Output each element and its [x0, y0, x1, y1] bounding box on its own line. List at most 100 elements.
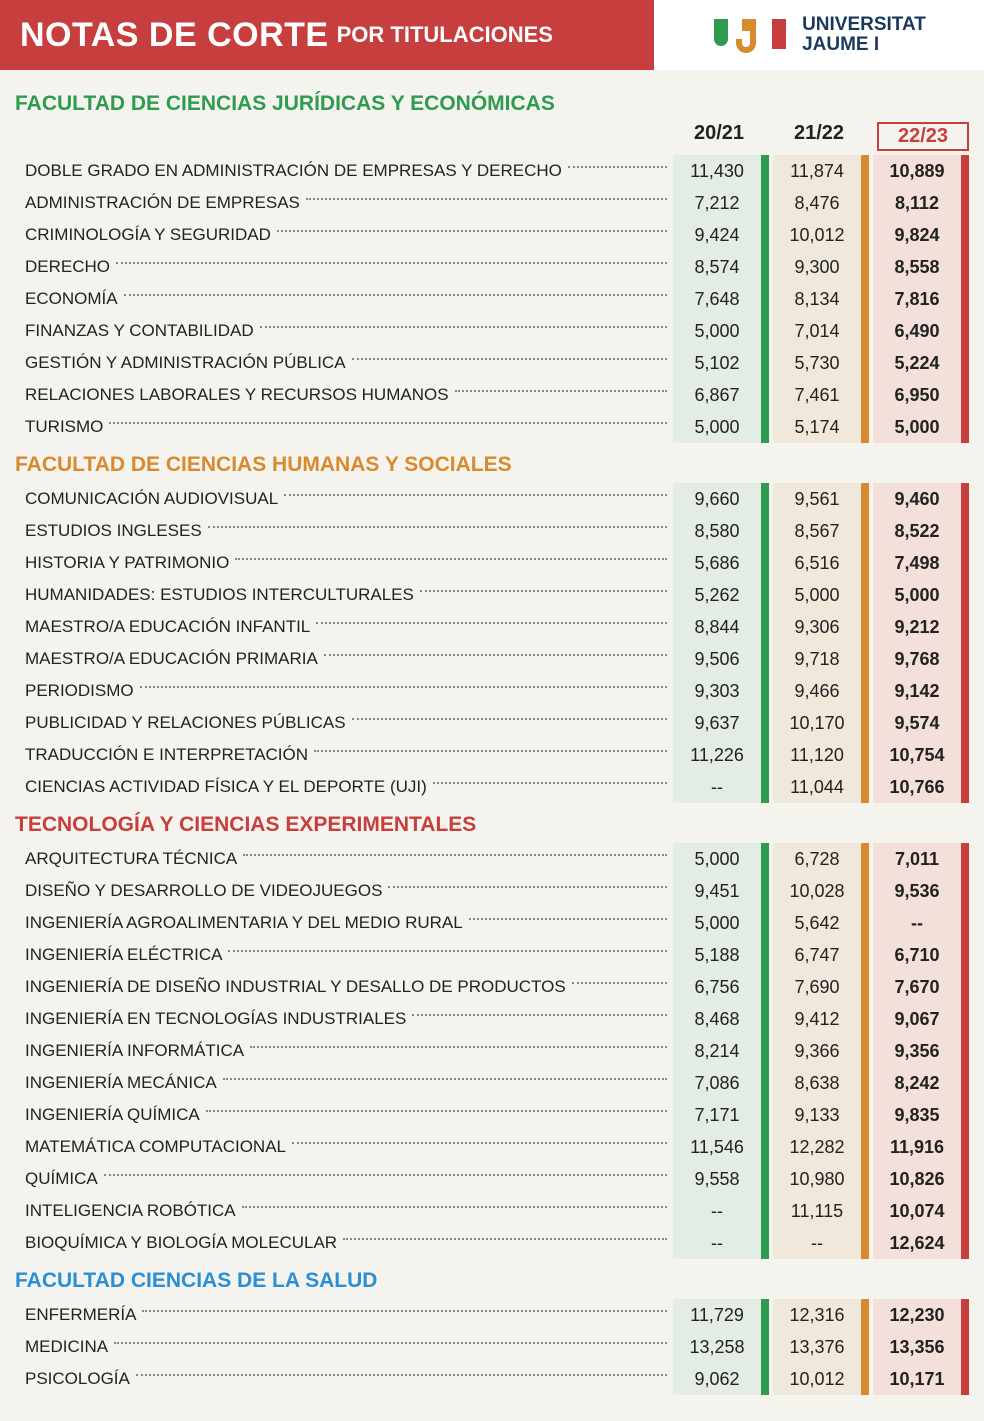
degree-label: DISEÑO Y DESARROLLO DE VIDEOJUEGOS — [25, 881, 382, 901]
column-stripe — [961, 1363, 969, 1395]
value-block: 5,000 — [873, 411, 969, 443]
degree-label-wrap: DOBLE GRADO EN ADMINISTRACIÓN DE EMPRESA… — [15, 155, 673, 187]
leader-dots — [306, 198, 667, 200]
value-block: 6,747 — [773, 939, 873, 971]
value-cell: 7,086 — [673, 1067, 761, 1099]
column-stripe — [761, 875, 769, 907]
leader-dots — [250, 1046, 667, 1048]
value-cell: 8,476 — [773, 187, 861, 219]
value-block: 9,412 — [773, 1003, 873, 1035]
value-block: 10,012 — [773, 1363, 873, 1395]
column-stripe — [761, 643, 769, 675]
value-block: 10,754 — [873, 739, 969, 771]
value-cell: 6,490 — [873, 315, 961, 347]
leader-dots — [104, 1174, 667, 1176]
value-cell: 11,044 — [773, 771, 861, 803]
column-stripe — [961, 1067, 969, 1099]
column-stripe — [861, 875, 869, 907]
leader-dots — [568, 166, 667, 168]
value-block: 5,686 — [673, 547, 773, 579]
column-stripe — [961, 611, 969, 643]
degree-label: DERECHO — [25, 257, 110, 277]
leader-dots — [314, 750, 667, 752]
column-stripe — [861, 1003, 869, 1035]
degree-label: ADMINISTRACIÓN DE EMPRESAS — [25, 193, 300, 213]
column-stripe — [761, 155, 769, 187]
value-block: 5,000 — [673, 315, 773, 347]
column-stripe — [861, 707, 869, 739]
column-stripe — [961, 1003, 969, 1035]
column-stripe — [961, 579, 969, 611]
value-cell: 7,212 — [673, 187, 761, 219]
value-block: 9,356 — [873, 1035, 969, 1067]
degree-label: CIENCIAS ACTIVIDAD FÍSICA Y EL DEPORTE (… — [25, 777, 427, 797]
degree-label: TRADUCCIÓN E INTERPRETACIÓN — [25, 745, 308, 765]
degree-row: GESTIÓN Y ADMINISTRACIÓN PÚBLICA5,1025,7… — [15, 347, 969, 379]
value-block: 7,498 — [873, 547, 969, 579]
value-block: 8,476 — [773, 187, 873, 219]
value-cell: 7,011 — [873, 843, 961, 875]
value-cell: 8,522 — [873, 515, 961, 547]
value-block: 7,648 — [673, 283, 773, 315]
column-stripe — [961, 1331, 969, 1363]
leader-dots — [136, 1374, 667, 1376]
column-stripe — [861, 315, 869, 347]
column-stripe — [761, 347, 769, 379]
leader-dots — [433, 782, 667, 784]
column-stripe — [861, 843, 869, 875]
degree-row: INGENIERÍA MECÁNICA7,0868,6388,242 — [15, 1067, 969, 1099]
value-block: 10,171 — [873, 1363, 969, 1395]
value-cell: 10,171 — [873, 1363, 961, 1395]
degree-label: INGENIERÍA EN TECNOLOGÍAS INDUSTRIALES — [25, 1009, 406, 1029]
leader-dots — [114, 1342, 667, 1344]
value-block: 9,460 — [873, 483, 969, 515]
column-stripe — [761, 579, 769, 611]
degree-row: DOBLE GRADO EN ADMINISTRACIÓN DE EMPRESA… — [15, 155, 969, 187]
value-block: 5,224 — [873, 347, 969, 379]
value-cell: 5,686 — [673, 547, 761, 579]
column-stripe — [961, 707, 969, 739]
value-block: 5,642 — [773, 907, 873, 939]
degree-row: PSICOLOGÍA9,06210,01210,171 — [15, 1363, 969, 1395]
value-block: 9,835 — [873, 1099, 969, 1131]
degree-row: ENFERMERÍA11,72912,31612,230 — [15, 1299, 969, 1331]
column-stripe — [961, 483, 969, 515]
section-title: FACULTAD DE CIENCIAS JURÍDICAS Y ECONÓMI… — [15, 88, 969, 122]
value-block: 9,768 — [873, 643, 969, 675]
university-name: UNIVERSITAT JAUME I — [802, 15, 926, 55]
degree-label-wrap: INGENIERÍA EN TECNOLOGÍAS INDUSTRIALES — [15, 1003, 673, 1035]
degree-label-wrap: PUBLICIDAD Y RELACIONES PÚBLICAS — [15, 707, 673, 739]
leader-dots — [292, 1142, 667, 1144]
value-block: 10,012 — [773, 219, 873, 251]
value-cell: 10,012 — [773, 219, 861, 251]
column-stripe — [761, 1067, 769, 1099]
column-stripe — [761, 843, 769, 875]
column-stripe — [761, 1363, 769, 1395]
value-cell: 6,728 — [773, 843, 861, 875]
degree-label-wrap: HUMANIDADES: ESTUDIOS INTERCULTURALES — [15, 579, 673, 611]
value-cell: 9,561 — [773, 483, 861, 515]
column-stripe — [961, 1195, 969, 1227]
value-block: 5,188 — [673, 939, 773, 971]
leader-dots — [260, 326, 667, 328]
column-stripe — [761, 771, 769, 803]
degree-label: ARQUITECTURA TÉCNICA — [25, 849, 237, 869]
column-stripe — [761, 411, 769, 443]
degree-row: HISTORIA Y PATRIMONIO5,6866,5167,498 — [15, 547, 969, 579]
leader-dots — [388, 886, 667, 888]
faculty-section: TECNOLOGÍA Y CIENCIAS EXPERIMENTALESARQU… — [15, 809, 969, 1259]
value-block: 9,133 — [773, 1099, 873, 1131]
degree-label-wrap: RELACIONES LABORALES Y RECURSOS HUMANOS — [15, 379, 673, 411]
degree-label: TURISMO — [25, 417, 103, 437]
column-stripe — [861, 1035, 869, 1067]
leader-dots — [343, 1238, 667, 1240]
value-cell: 5,224 — [873, 347, 961, 379]
column-stripe — [861, 771, 869, 803]
degree-row: PUBLICIDAD Y RELACIONES PÚBLICAS9,63710,… — [15, 707, 969, 739]
degree-row: MAESTRO/A EDUCACIÓN PRIMARIA9,5069,7189,… — [15, 643, 969, 675]
degree-row: MAESTRO/A EDUCACIÓN INFANTIL8,8449,3069,… — [15, 611, 969, 643]
value-block: 10,170 — [773, 707, 873, 739]
column-stripe — [861, 1299, 869, 1331]
value-cell: 9,142 — [873, 675, 961, 707]
degree-row: MEDICINA13,25813,37613,356 — [15, 1331, 969, 1363]
